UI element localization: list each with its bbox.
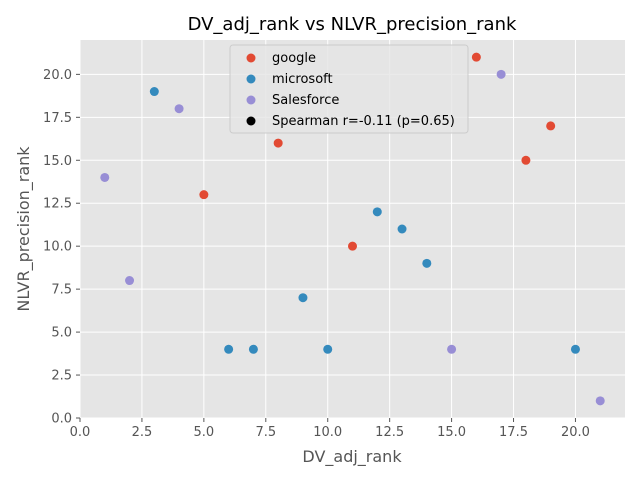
y-tick-label: 2.5: [51, 369, 72, 384]
data-point-google: [546, 121, 556, 131]
data-point-salesforce: [447, 344, 457, 354]
x-tick-label: 20.0: [561, 425, 590, 440]
y-tick-label: 12.5: [43, 197, 72, 212]
legend-label-google: google: [272, 51, 316, 66]
y-axis-label: NLVR_precision_rank: [14, 146, 34, 312]
y-tick-label: 7.5: [51, 283, 72, 298]
legend-label-microsoft: microsoft: [272, 72, 333, 87]
y-tick-label: 10.0: [43, 240, 72, 255]
x-tick-label: 15.0: [437, 425, 466, 440]
data-points: [100, 52, 605, 406]
data-point-salesforce: [496, 69, 506, 79]
data-point-google: [521, 155, 531, 165]
legend-label-salesforce: Salesforce: [272, 93, 339, 108]
data-point-microsoft: [397, 224, 407, 234]
x-axis-ticks: 0.0 2.5 5.0 7.5 10.0 12.5 15.0 17.5 20.0: [70, 418, 590, 440]
y-tick-label: 17.5: [43, 111, 72, 126]
data-point-microsoft: [248, 344, 258, 354]
chart-title: DV_adj_rank vs NLVR_precision_rank: [188, 14, 517, 35]
y-tick-label: 20.0: [43, 68, 72, 83]
data-point-salesforce: [174, 104, 184, 114]
legend-box: [229, 44, 469, 134]
data-point-google: [471, 52, 481, 62]
legend-marker-microsoft: [246, 74, 256, 84]
data-point-google: [199, 190, 209, 200]
y-tick-label: 0.0: [51, 412, 72, 427]
data-point-microsoft: [298, 293, 308, 303]
y-tick-label: 15.0: [43, 154, 72, 169]
x-tick-label: 5.0: [194, 425, 215, 440]
x-tick-label: 12.5: [375, 425, 404, 440]
legend-marker-google: [246, 53, 256, 63]
x-tick-label: 7.5: [255, 425, 276, 440]
legend: google microsoft Salesforce Spearman r=-…: [229, 44, 469, 134]
legend-marker-spearman: [246, 116, 256, 126]
x-tick-label: 0.0: [70, 425, 91, 440]
x-axis-label: DV_adj_rank: [302, 447, 402, 467]
legend-label-spearman: Spearman r=-0.11 (p=0.65): [272, 114, 455, 129]
y-tick-label: 5.0: [51, 326, 72, 341]
legend-marker-salesforce: [246, 95, 256, 105]
data-point-google: [348, 241, 357, 251]
data-point-salesforce: [125, 276, 135, 286]
y-axis-ticks: 0.0 2.5 5.0 7.5 10.0 12.5 15.0 17.5 20.0: [43, 68, 80, 427]
data-point-google: [273, 138, 283, 148]
data-point-microsoft: [422, 258, 432, 268]
x-tick-label: 10.0: [313, 425, 342, 440]
data-point-microsoft: [149, 87, 159, 97]
data-point-salesforce: [100, 172, 110, 182]
data-point-microsoft: [372, 207, 382, 217]
data-point-microsoft: [323, 344, 333, 354]
x-tick-label: 2.5: [132, 425, 153, 440]
data-point-salesforce: [595, 396, 605, 406]
x-tick-label: 17.5: [499, 425, 528, 440]
data-point-microsoft: [570, 344, 580, 354]
data-point-microsoft: [224, 344, 234, 354]
